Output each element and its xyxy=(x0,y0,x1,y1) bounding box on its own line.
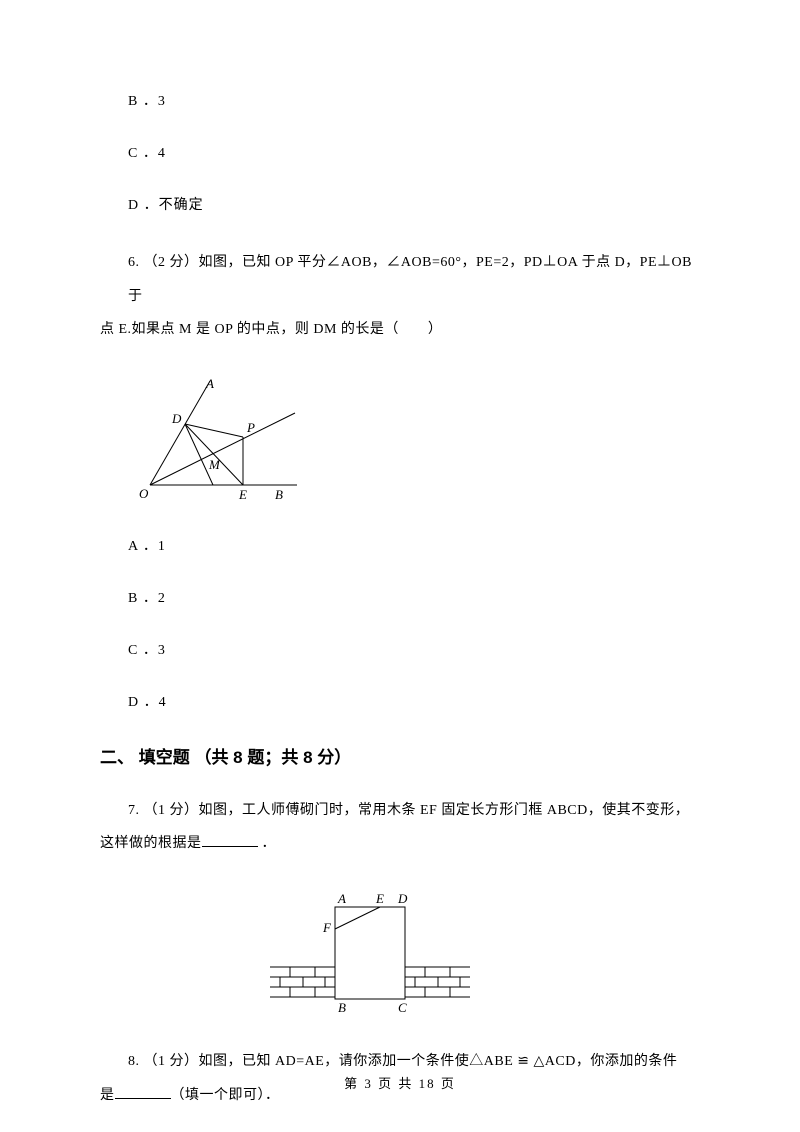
figure-label-a: A xyxy=(337,891,346,906)
figure-label-b: B xyxy=(275,487,283,502)
q6-option-c: C ．3 xyxy=(128,639,700,659)
question-7-line2-suffix: ． xyxy=(258,836,277,851)
question-6-line1: 6. （2 分）如图，已知 OP 平分∠AOB，∠AOB=60°，PE=2，PD… xyxy=(128,255,692,304)
option-label: B xyxy=(128,94,138,109)
figure-q7: A E D F B C xyxy=(260,889,700,1019)
figure-label-e: E xyxy=(238,487,247,502)
blank-fill-1 xyxy=(202,833,258,847)
option-text: 3 xyxy=(158,94,166,109)
q6-option-d: D ．4 xyxy=(128,691,700,711)
section-2-title: 二、 填空题 （共 8 题；共 8 分） xyxy=(100,743,700,768)
option-dot: ． xyxy=(138,146,158,161)
footer-current: 3 xyxy=(364,1076,373,1091)
figure-label-m: M xyxy=(208,457,221,472)
option-label: C xyxy=(128,643,138,658)
option-dot: ． xyxy=(138,591,158,606)
option-text: 1 xyxy=(158,539,166,554)
q6-option-b: B ．2 xyxy=(128,587,700,607)
option-text: 不确定 xyxy=(159,198,204,213)
q6-option-a: A ．1 xyxy=(128,535,700,555)
option-c: C ．4 xyxy=(128,142,700,162)
option-dot: ． xyxy=(138,94,158,109)
option-text: 4 xyxy=(159,695,167,710)
footer-mid: 页 共 xyxy=(373,1076,419,1091)
figure-label-f: F xyxy=(322,920,332,935)
footer-prefix: 第 xyxy=(344,1076,364,1091)
figure-label-p: P xyxy=(246,420,255,435)
footer-suffix: 页 xyxy=(436,1076,456,1091)
question-7-line1: 7. （1 分）如图，工人师傅砌门时，常用木条 EF 固定长方形门框 ABCD，… xyxy=(128,803,689,818)
option-text: 4 xyxy=(158,146,166,161)
option-d: D ．不确定 xyxy=(128,194,700,214)
figure-label-o: O xyxy=(139,486,149,501)
figure-label-c: C xyxy=(398,1000,407,1014)
option-label: D xyxy=(128,198,139,213)
question-7-line2: 这样做的根据是 xyxy=(100,836,202,851)
option-label: D xyxy=(128,695,139,710)
figure-q6: A D P M O E B xyxy=(135,375,700,510)
option-label: B xyxy=(128,591,138,606)
figure-q6-svg: A D P M O E B xyxy=(135,375,315,505)
figure-label-a: A xyxy=(205,376,214,391)
option-text: 3 xyxy=(158,643,166,658)
figure-label-d: D xyxy=(171,411,182,426)
option-text: 2 xyxy=(158,591,166,606)
option-label: C xyxy=(128,146,138,161)
question-8-line1: 8. （1 分）如图，已知 AD=AE，请你添加一个条件使△ABE ≌ △ACD… xyxy=(128,1054,677,1069)
option-b: B ．3 xyxy=(128,90,700,110)
option-dot: ． xyxy=(138,643,158,658)
figure-q7-svg: A E D F B C xyxy=(260,889,480,1014)
footer-total: 18 xyxy=(419,1076,436,1091)
option-dot: ． xyxy=(139,695,159,710)
figure-label-b: B xyxy=(338,1000,346,1014)
question-6-text: 6. （2 分）如图，已知 OP 平分∠AOB，∠AOB=60°，PE=2，PD… xyxy=(128,246,700,347)
page-footer: 第 3 页 共 18 页 xyxy=(0,1073,800,1092)
question-6-line2: 点 E.如果点 M 是 OP 的中点，则 DM 的长是（ ） xyxy=(100,322,442,337)
option-label: A xyxy=(128,539,138,554)
figure-label-d: D xyxy=(397,891,408,906)
figure-label-e: E xyxy=(375,891,384,906)
option-dot: ． xyxy=(139,198,159,213)
question-7-text: 7. （1 分）如图，工人师傅砌门时，常用木条 EF 固定长方形门框 ABCD，… xyxy=(128,794,700,861)
option-dot: ． xyxy=(138,539,158,554)
